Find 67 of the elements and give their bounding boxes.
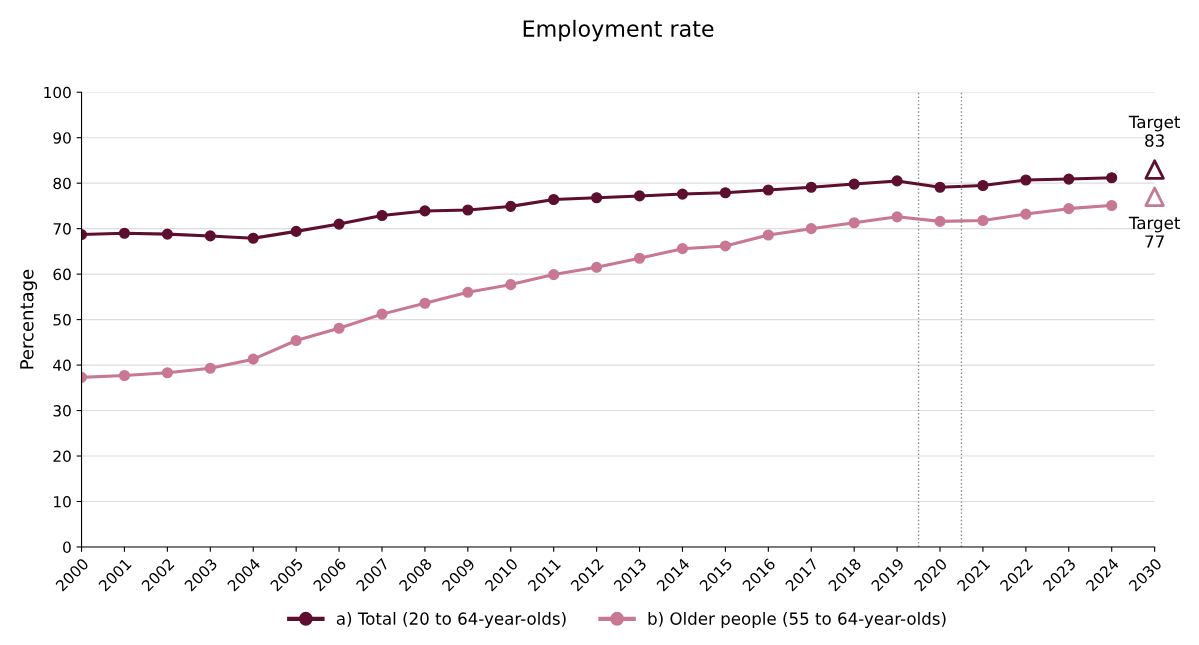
- point: [505, 279, 517, 291]
- point: [548, 269, 560, 281]
- point: [977, 214, 989, 227]
- point: [1020, 174, 1032, 186]
- point: [1020, 208, 1032, 220]
- point: [891, 211, 903, 223]
- annotation: Target 83: [1128, 115, 1181, 147]
- annotation: Target 77: [1128, 216, 1181, 248]
- point: [633, 190, 646, 202]
- y-tick-label: 50: [53, 314, 71, 326]
- point: [633, 252, 646, 264]
- point: [676, 243, 689, 255]
- point: [376, 209, 388, 222]
- point: [934, 215, 946, 227]
- point: [1144, 186, 1165, 207]
- point: [247, 232, 259, 244]
- point: [934, 181, 946, 193]
- y-tick-label: 10: [54, 495, 71, 508]
- point: [462, 204, 474, 216]
- point: [1063, 203, 1075, 215]
- y-tick-label: 30: [53, 405, 71, 417]
- point: [376, 308, 388, 320]
- point: [548, 193, 560, 206]
- point: [462, 286, 474, 298]
- point: [762, 184, 774, 196]
- y-tick-label: 0: [63, 541, 71, 553]
- point: [419, 205, 431, 217]
- y-tick-label: 40: [53, 359, 71, 372]
- y-tick-label: 60: [53, 268, 71, 281]
- point: [118, 369, 131, 382]
- y-tick-label: 20: [53, 450, 71, 463]
- y-tick-label: 80: [53, 177, 71, 190]
- point: [848, 178, 860, 190]
- point: [204, 362, 216, 374]
- point: [505, 200, 517, 212]
- point: [333, 322, 345, 334]
- point: [891, 175, 903, 187]
- point: [977, 179, 989, 192]
- y-tick-label: 70: [53, 223, 71, 235]
- point: [676, 188, 689, 200]
- point: [762, 229, 774, 241]
- point: [419, 297, 431, 309]
- point: [290, 225, 302, 237]
- point: [1144, 159, 1165, 180]
- point: [1063, 173, 1075, 185]
- point: [719, 240, 731, 252]
- y-tick-label: 90: [53, 132, 71, 144]
- legend-label: b) Older people (55 to 64-year-olds): [648, 611, 946, 629]
- point: [290, 334, 302, 347]
- point: [591, 192, 603, 204]
- legend-label: a) Total (20 to 64-year-olds): [336, 611, 566, 629]
- y-tick-label: 100: [44, 86, 71, 99]
- point: [1106, 199, 1118, 212]
- point: [591, 261, 603, 273]
- point: [118, 227, 131, 239]
- point: [204, 230, 216, 242]
- y-axis-title: Percentage: [20, 269, 38, 369]
- point: [333, 218, 345, 230]
- point: [805, 181, 817, 193]
- chart-title: Employment rate: [523, 19, 714, 42]
- point: [805, 223, 817, 235]
- point: [719, 187, 731, 199]
- point: [247, 353, 259, 365]
- point: [1106, 172, 1118, 184]
- point: [848, 217, 860, 229]
- point: [161, 228, 173, 240]
- point: [161, 367, 173, 379]
